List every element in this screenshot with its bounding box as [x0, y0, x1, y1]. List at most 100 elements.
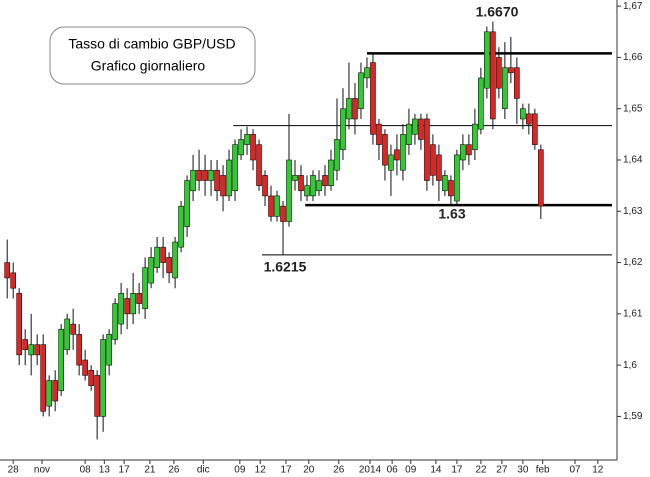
candle-body — [298, 175, 304, 192]
y-tick-label: 1,65 — [623, 103, 643, 114]
x-tick-label: 14 — [430, 465, 442, 476]
candle-body — [232, 144, 238, 192]
annotation: 1.6215 — [264, 259, 307, 275]
candle-body — [436, 154, 442, 181]
x-tick-label: 26 — [168, 465, 180, 476]
candle-body — [394, 149, 400, 161]
candle-body — [112, 303, 118, 340]
x-tick-label: 17 — [451, 465, 463, 476]
candle-body — [190, 169, 196, 192]
y-tick-label: 1,62 — [623, 257, 643, 268]
x-tick-label: 21 — [144, 465, 156, 476]
candle-body — [238, 139, 244, 156]
candle-body — [448, 180, 454, 197]
candle-body — [334, 139, 340, 171]
candle-body — [532, 113, 538, 145]
candle-body — [64, 318, 70, 351]
candle-body — [4, 262, 10, 279]
candle-body — [52, 380, 58, 402]
candle-body — [472, 123, 478, 151]
candle-body — [292, 175, 298, 181]
candle-body — [82, 359, 88, 376]
y-tick-label: 1,61 — [623, 308, 643, 319]
candle-body — [268, 195, 274, 217]
candle-body — [142, 267, 148, 310]
candle-body — [124, 298, 130, 315]
candle-body — [364, 67, 370, 79]
x-tick-label: 12 — [255, 465, 267, 476]
chart-subtitle: Grafico giornaliero — [91, 58, 206, 74]
candle-body — [208, 169, 214, 181]
candle-body — [148, 257, 154, 284]
y-tick-label: 1,67 — [623, 1, 643, 12]
x-tick-label: 20 — [303, 465, 315, 476]
candle-body — [280, 205, 286, 222]
candle-body — [406, 123, 412, 145]
candle-body — [118, 293, 124, 325]
x-tick-label: 27 — [496, 465, 508, 476]
candle-body — [466, 144, 472, 156]
x-tick-label: 26 — [333, 465, 345, 476]
candle-body — [196, 169, 202, 181]
candle-body — [214, 169, 220, 192]
candle-body — [256, 144, 262, 186]
y-tick-label: 1,6 — [623, 360, 637, 371]
candle-body — [88, 369, 94, 386]
candle-body — [28, 344, 34, 356]
candle-body — [412, 118, 418, 135]
candle-body — [340, 108, 346, 151]
candle-body — [304, 185, 310, 197]
y-tick-label: 1,59 — [623, 411, 643, 422]
candle-body — [514, 67, 520, 99]
candle-body — [352, 98, 358, 120]
x-tick-label: 22 — [475, 465, 487, 476]
candle-body — [382, 134, 388, 166]
candle-body — [286, 159, 292, 222]
x-tick-label: dic — [197, 465, 210, 476]
candle-body — [244, 134, 250, 145]
candle-body — [202, 169, 208, 181]
candle-body — [34, 344, 40, 356]
candle-body — [328, 159, 334, 186]
annotation: 1.6670 — [476, 4, 519, 20]
candle-body — [484, 31, 490, 89]
candle-body — [508, 67, 514, 74]
candle-body — [322, 175, 328, 186]
candle-body — [490, 31, 496, 120]
candle-body — [430, 144, 436, 176]
candle-body — [250, 134, 256, 161]
candle-body — [178, 205, 184, 248]
candle-body — [310, 175, 316, 197]
x-tick-label: 13 — [99, 465, 111, 476]
candle-body — [94, 375, 100, 417]
candle-body — [40, 344, 46, 412]
candle-body — [478, 77, 484, 130]
candle-body — [424, 118, 430, 181]
x-tick-label: 28 — [8, 465, 20, 476]
title-box — [49, 26, 256, 85]
candle-body — [76, 334, 82, 366]
candle-body — [16, 293, 22, 356]
candle-body — [100, 339, 106, 417]
candle-body — [502, 67, 508, 110]
x-tick-label: 06 — [387, 465, 399, 476]
x-tick-label: 30 — [517, 465, 529, 476]
candle-body — [376, 123, 382, 145]
candle-body — [262, 175, 268, 197]
x-tick-label: 09 — [234, 465, 246, 476]
candle-body — [58, 328, 64, 392]
candle-body — [130, 293, 136, 315]
candle-body — [172, 241, 178, 279]
x-tick-label: 12 — [592, 465, 604, 476]
x-tick-label: 17 — [119, 465, 131, 476]
candle-body — [46, 380, 52, 407]
x-tick-label: feb — [536, 465, 550, 476]
candle-body — [454, 154, 460, 202]
candle-body — [496, 57, 502, 89]
candle-body — [418, 118, 424, 140]
candle-body — [370, 62, 376, 135]
candle-body — [154, 246, 160, 268]
candle-body — [220, 175, 226, 197]
y-tick-label: 1,63 — [623, 206, 643, 217]
